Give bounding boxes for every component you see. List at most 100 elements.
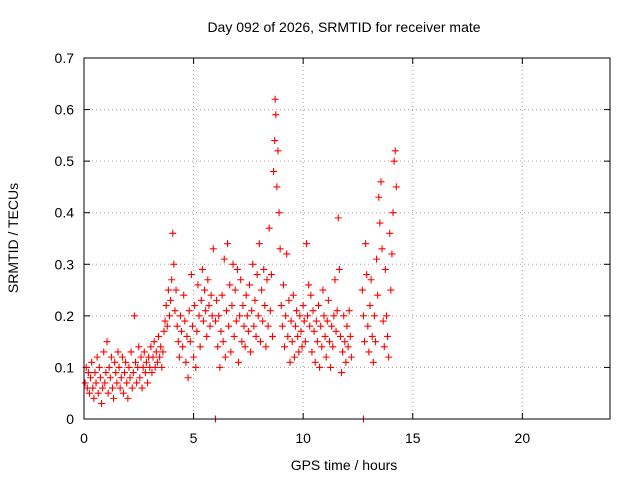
data-point (322, 353, 330, 361)
data-point (333, 307, 341, 315)
data-point (376, 219, 384, 227)
data-point (301, 338, 309, 346)
data-point (316, 363, 324, 371)
data-point (203, 332, 211, 340)
data-point (298, 343, 306, 351)
data-point (88, 358, 96, 366)
data-point (98, 400, 106, 408)
y-tick-label: 0.6 (55, 102, 75, 118)
data-point (92, 379, 100, 387)
data-point (276, 245, 284, 253)
data-point (94, 389, 102, 397)
data-point (308, 348, 316, 356)
data-point (183, 332, 191, 340)
data-point (162, 302, 170, 310)
data-point (258, 286, 266, 294)
data-point (194, 281, 202, 289)
data-point (256, 338, 264, 346)
data-point (129, 369, 137, 377)
data-point (271, 95, 279, 103)
data-point (181, 317, 189, 325)
data-point (284, 332, 292, 340)
data-point (312, 317, 320, 325)
data-point (282, 312, 290, 320)
data-point (115, 363, 123, 371)
data-point (133, 379, 141, 387)
data-point (192, 363, 200, 371)
data-point (138, 384, 146, 392)
data-point (247, 348, 255, 356)
data-point (364, 322, 372, 330)
data-point (330, 312, 338, 320)
data-point (389, 209, 397, 217)
data-point (296, 312, 304, 320)
data-point (112, 369, 120, 377)
data-point (164, 286, 172, 294)
data-point (281, 343, 289, 351)
data-point (217, 327, 225, 335)
data-point (386, 229, 394, 237)
data-point (321, 332, 329, 340)
data-point (338, 369, 346, 377)
data-point (304, 312, 312, 320)
data-point (167, 296, 175, 304)
data-point (113, 379, 121, 387)
data-point (205, 302, 213, 310)
data-point (184, 374, 192, 382)
data-point (235, 358, 243, 366)
data-point (232, 317, 240, 325)
data-point (283, 250, 291, 258)
data-point (102, 369, 110, 377)
data-point (267, 271, 275, 279)
data-point (128, 384, 136, 392)
data-point (121, 369, 129, 377)
data-point (99, 384, 107, 392)
data-point (238, 338, 246, 346)
data-point (306, 322, 314, 330)
data-point (126, 374, 134, 382)
data-point (159, 348, 167, 356)
chart-title: Day 092 of 2026, SRMTID for receiver mat… (207, 19, 480, 35)
data-point (176, 312, 184, 320)
data-point (157, 343, 165, 351)
data-point (320, 312, 328, 320)
data-point (222, 307, 230, 315)
data-point (144, 379, 152, 387)
data-point (392, 183, 400, 191)
data-point (148, 369, 156, 377)
data-point (193, 327, 201, 335)
data-point (347, 353, 355, 361)
data-point (106, 374, 114, 382)
data-point (81, 379, 89, 387)
data-point (329, 343, 337, 351)
data-point (342, 358, 350, 366)
data-point (173, 322, 181, 330)
data-point (327, 363, 335, 371)
data-point (325, 338, 333, 346)
data-point (262, 343, 270, 351)
data-point (225, 322, 233, 330)
data-point (85, 389, 93, 397)
data-point (204, 276, 212, 284)
data-point (174, 338, 182, 346)
y-tick-label: 0.2 (55, 308, 75, 324)
data-point (340, 312, 348, 320)
data-point (323, 317, 331, 325)
data-point (277, 302, 285, 310)
data-point (87, 374, 95, 382)
x-tick-label: 5 (190, 430, 198, 446)
y-tick-label: 0.7 (55, 50, 75, 66)
data-point (324, 296, 332, 304)
x-tick-label: 20 (515, 430, 531, 446)
data-point (251, 296, 259, 304)
data-point (385, 353, 393, 361)
data-point (311, 358, 319, 366)
y-tick-label: 0.4 (55, 205, 75, 221)
data-point (367, 276, 375, 284)
data-point (142, 358, 150, 366)
data-point (297, 327, 305, 335)
data-point (313, 338, 321, 346)
data-point (343, 322, 351, 330)
data-point (84, 369, 92, 377)
data-point (368, 332, 376, 340)
